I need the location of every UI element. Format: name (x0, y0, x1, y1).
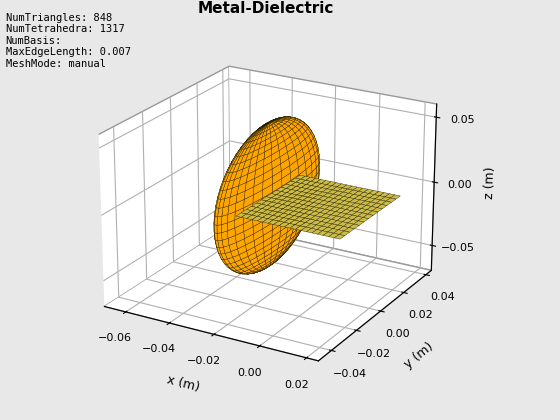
Title: Metal-Dielectric: Metal-Dielectric (198, 1, 334, 16)
Text: NumTriangles: 848
NumTetrahedra: 1317
NumBasis:
MaxEdgeLength: 0.007
MeshMode: m: NumTriangles: 848 NumTetrahedra: 1317 Nu… (6, 13, 130, 69)
Y-axis label: y (m): y (m) (402, 340, 436, 371)
X-axis label: x (m): x (m) (166, 373, 201, 394)
